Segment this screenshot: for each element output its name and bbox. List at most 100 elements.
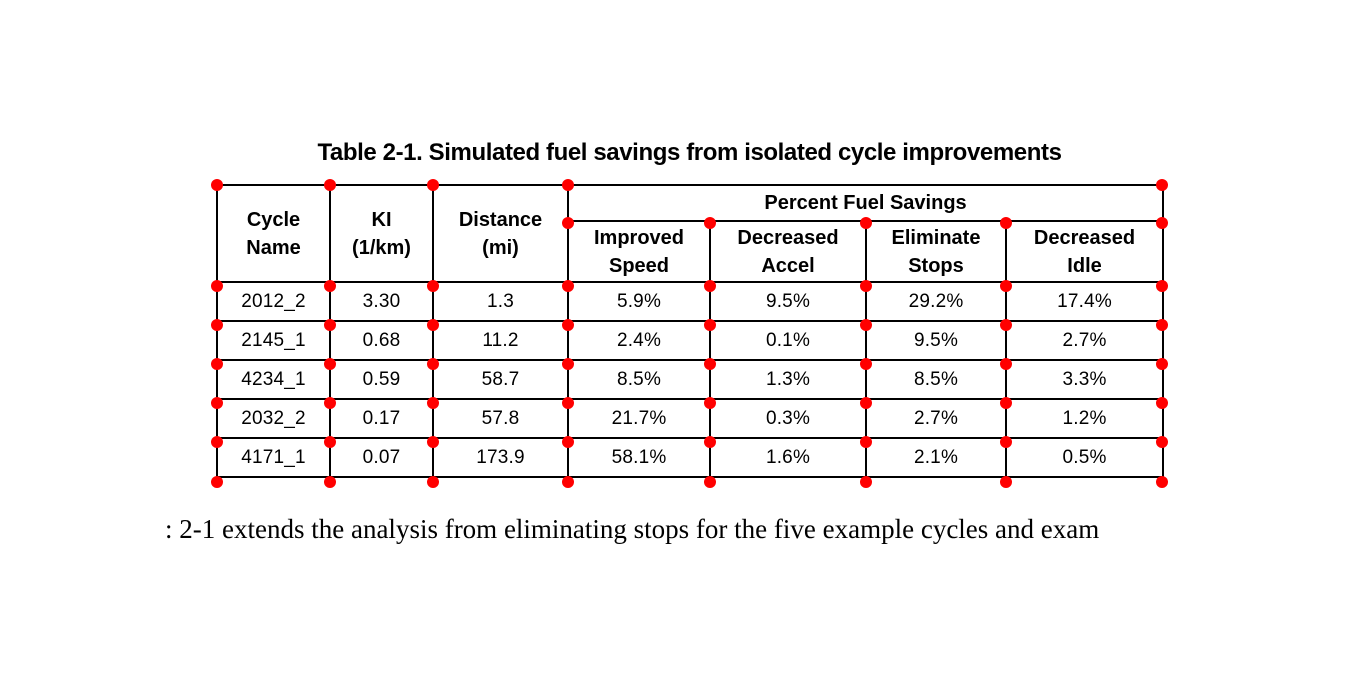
- vertex-dot: [427, 358, 439, 370]
- col-header-decreased-accel: Decreased Accel: [709, 220, 867, 283]
- vertex-dot: [704, 397, 716, 409]
- vertex-dot: [1156, 397, 1168, 409]
- vertex-dot: [562, 397, 574, 409]
- vertex-dot: [1156, 358, 1168, 370]
- table-cell: 0.5%: [1004, 437, 1165, 478]
- table-cell: 29.2%: [865, 281, 1007, 322]
- body-paragraph: : 2-1 extends the analysis from eliminat…: [165, 514, 1099, 545]
- vertex-dot: [324, 397, 336, 409]
- vertex-dot: [562, 179, 574, 191]
- vertex-dot: [211, 280, 223, 292]
- table-cell: 4171_1: [216, 437, 331, 478]
- vertex-dot: [1156, 179, 1168, 191]
- table-row: 2032_2 0.17 57.8 21.7% 0.3% 2.7% 1.2%: [216, 398, 1165, 439]
- vertex-dot: [860, 217, 872, 229]
- vertex-dot: [704, 476, 716, 488]
- col-header-distance: Distance (mi): [432, 184, 569, 283]
- vertex-dot: [427, 436, 439, 448]
- vertex-dot: [562, 476, 574, 488]
- table-cell: 1.6%: [709, 437, 867, 478]
- table-cell: 1.2%: [1004, 398, 1165, 439]
- col-header-ki: KI (1/km): [329, 184, 434, 283]
- table-row: 2145_1 0.68 11.2 2.4% 0.1% 9.5% 2.7%: [216, 320, 1165, 361]
- vertex-dot: [211, 319, 223, 331]
- body-paragraph-text: 2-1 extends the analysis from eliminatin…: [179, 514, 1100, 544]
- vertex-dot: [1000, 397, 1012, 409]
- vertex-dot: [562, 217, 574, 229]
- table-cell: 8.5%: [865, 359, 1007, 400]
- vertex-dot: [562, 319, 574, 331]
- vertex-dot: [324, 436, 336, 448]
- vertex-dot: [562, 358, 574, 370]
- table-cell: 0.3%: [709, 398, 867, 439]
- table-cell: 0.1%: [709, 320, 867, 361]
- table-cell: 3.3%: [1004, 359, 1165, 400]
- vertex-dot: [427, 397, 439, 409]
- table-cell: 11.2: [432, 320, 569, 361]
- vertex-dot: [427, 476, 439, 488]
- vertex-dot: [860, 436, 872, 448]
- vertex-dot: [427, 179, 439, 191]
- table-cell: 1.3: [432, 281, 569, 322]
- table-cell: 2.7%: [865, 398, 1007, 439]
- vertex-dot: [324, 358, 336, 370]
- vertex-dot: [211, 436, 223, 448]
- vertex-dot: [1156, 476, 1168, 488]
- table-cell: 173.9: [432, 437, 569, 478]
- table-body: 2012_2 3.30 1.3 5.9% 9.5% 29.2% 17.4% 2145_1 0.6…: [216, 281, 1165, 478]
- table-cell: 0.59: [329, 359, 434, 400]
- vertex-dot: [427, 280, 439, 292]
- vertex-dot: [1000, 319, 1012, 331]
- table-row: 4234_1 0.59 58.7 8.5% 1.3% 8.5% 3.3%: [216, 359, 1165, 400]
- col-header-decreased-idle: Decreased Idle: [1004, 220, 1165, 283]
- col-header-eliminate-stops: Eliminate Stops: [865, 220, 1007, 283]
- table-cell: 2032_2: [216, 398, 331, 439]
- vertex-dot: [860, 280, 872, 292]
- table-cell: 2.4%: [567, 320, 711, 361]
- table-cell: 0.07: [329, 437, 434, 478]
- vertex-dot: [704, 280, 716, 292]
- vertex-dot: [562, 436, 574, 448]
- table-cell: 9.5%: [709, 281, 867, 322]
- table-cell: 21.7%: [567, 398, 711, 439]
- table-cell: 4234_1: [216, 359, 331, 400]
- vertex-dot: [211, 476, 223, 488]
- vertex-dot: [562, 280, 574, 292]
- vertex-dot: [1156, 319, 1168, 331]
- vertex-dot: [1156, 436, 1168, 448]
- table-cell: 5.9%: [567, 281, 711, 322]
- vertex-dot: [704, 217, 716, 229]
- vertex-dot: [1000, 358, 1012, 370]
- vertex-dot: [860, 476, 872, 488]
- vertex-dot: [704, 358, 716, 370]
- table-row: 2012_2 3.30 1.3 5.9% 9.5% 29.2% 17.4%: [216, 281, 1165, 322]
- clipped-text-fragment: :: [165, 514, 173, 544]
- col-header-cycle-name: Cycle Name: [216, 184, 331, 283]
- vertex-dot: [324, 179, 336, 191]
- table-cell: 2012_2: [216, 281, 331, 322]
- table-cell: 17.4%: [1004, 281, 1165, 322]
- vertex-dot: [324, 319, 336, 331]
- header-row-sub: Improved Speed Decreased Accel Eliminate…: [217, 220, 1165, 283]
- vertex-dot: [1000, 217, 1012, 229]
- table-cell: 2145_1: [216, 320, 331, 361]
- table-cell: 0.17: [329, 398, 434, 439]
- vertex-dot: [211, 358, 223, 370]
- table-caption: Table 2-1. Simulated fuel savings from i…: [317, 139, 1062, 166]
- vertex-dot: [324, 280, 336, 292]
- vertex-dot: [1000, 476, 1012, 488]
- vertex-dot: [427, 319, 439, 331]
- table-cell: 58.7: [432, 359, 569, 400]
- vertex-dot: [860, 358, 872, 370]
- vertex-dot: [211, 179, 223, 191]
- table-row: 4171_1 0.07 173.9 58.1% 1.6% 2.1% 0.5%: [216, 437, 1165, 478]
- vertex-dot: [324, 476, 336, 488]
- vertex-dot: [860, 319, 872, 331]
- vertex-dot: [704, 436, 716, 448]
- vertex-dot: [704, 319, 716, 331]
- vertex-dot: [1156, 280, 1168, 292]
- table-cell: 9.5%: [865, 320, 1007, 361]
- table-cell: 3.30: [329, 281, 434, 322]
- header-row-group: Cycle Name KI (1/km) Distance (mi) Perce…: [216, 184, 1165, 283]
